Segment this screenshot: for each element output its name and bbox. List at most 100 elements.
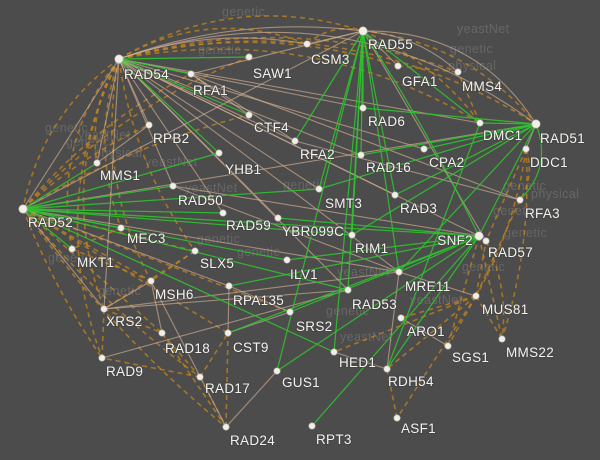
edge-physical-RFA1-RFA2	[190, 73, 296, 142]
edge-other-RAD52-SNF2	[22, 208, 480, 237]
node-label-DDC1: DDC1	[530, 155, 568, 170]
edge-physical-XRS2-MRE11	[103, 271, 400, 310]
network-node-XRS2[interactable]	[100, 305, 108, 313]
network-node-CST9[interactable]	[224, 329, 232, 337]
node-label-RAD16: RAD16	[366, 160, 411, 175]
network-node-RAD53[interactable]	[344, 286, 352, 294]
network-node-MRE11[interactable]	[395, 268, 403, 276]
network-node-MEC3[interactable]	[117, 224, 125, 232]
edge-other-SNF2-SRS2	[289, 235, 480, 313]
watermark-yeastNet: yeastNet	[457, 22, 510, 36]
edge-physical-RAD52-MRE11	[22, 208, 400, 273]
edge-genetic-SNF2-MMS22	[478, 235, 503, 340]
edge-other-RAD51-RAD3	[394, 123, 537, 196]
edge-physical-HED1-RDH54	[333, 351, 388, 370]
network-node-RPA135[interactable]	[225, 282, 233, 290]
network-node-RAD59[interactable]	[219, 209, 227, 217]
network-node-MKT1[interactable]	[68, 245, 76, 253]
node-label-RAD3: RAD3	[400, 201, 437, 216]
network-node-RPB2[interactable]	[145, 121, 153, 129]
network-node-ARO1[interactable]	[397, 314, 405, 322]
edge-other-RAD51-RAD6	[362, 107, 537, 125]
edge-other-RAD52-HED1	[22, 208, 335, 353]
network-node-GUS1[interactable]	[273, 367, 281, 375]
network-node-RDH54[interactable]	[383, 365, 391, 373]
network-node-SLX5[interactable]	[191, 247, 199, 255]
network-node-MMS22[interactable]	[498, 335, 506, 343]
network-node-RFA3[interactable]	[516, 196, 524, 204]
network-node-RAD6[interactable]	[359, 104, 367, 112]
network-node-RAD50[interactable]	[169, 182, 177, 190]
edge-physical-RAD55-RFA1	[190, 30, 364, 75]
network-node-ILV1[interactable]	[283, 256, 291, 264]
edge-physical-RAD55-RAD57	[362, 30, 487, 242]
edge-genetic-RAD52-RAD17	[22, 208, 201, 378]
network-node-RAD3[interactable]	[391, 191, 399, 199]
edge-physical-RAD55-MMS4	[362, 30, 459, 73]
network-node-CTF4[interactable]	[245, 111, 253, 119]
edge-physical-CST9-RPA135	[227, 285, 230, 334]
edge-physical-RAD52-RPA135	[22, 208, 230, 287]
network-node-ASF1[interactable]	[393, 414, 401, 422]
watermark-yeastNet: yeastNet	[340, 330, 393, 344]
edge-physical-RAD54-RAD59	[118, 58, 224, 214]
edge-other-RAD52-YHB1	[22, 152, 220, 210]
network-node-RAD57[interactable]	[482, 237, 490, 245]
network-node-SGS1[interactable]	[444, 342, 452, 350]
network-node-CPA2[interactable]	[420, 145, 428, 153]
edge-genetic-DDC1-RFA3	[519, 148, 531, 201]
network-node-RAD16[interactable]	[357, 151, 365, 159]
network-node-MMS1[interactable]	[93, 159, 101, 167]
edge-other-RAD54-SAW1	[118, 56, 250, 60]
network-node-SRS2[interactable]	[286, 308, 294, 316]
edge-genetic-RAD54-SLX5	[118, 58, 196, 252]
network-node-RAD9[interactable]	[98, 354, 106, 362]
node-label-RAD55: RAD55	[368, 37, 413, 52]
edge-other-RAD54-YHB1	[118, 58, 220, 154]
edge-genetic-XRS2-RAD9	[101, 308, 105, 359]
edge-genetic-RAD52-RAD9	[22, 208, 103, 359]
network-node-YHB1[interactable]	[215, 149, 223, 157]
network-node-DDC1[interactable]	[522, 145, 530, 153]
node-label-RAD54: RAD54	[124, 67, 169, 82]
edge-other-RAD52-SMT3	[22, 188, 320, 210]
watermark-genetic: genetic	[462, 260, 505, 274]
network-node-MSH6[interactable]	[147, 277, 155, 285]
network-node-RFA2[interactable]	[291, 137, 299, 145]
network-node-RAD51[interactable]	[531, 119, 541, 129]
node-label-YBR099C: YBR099C	[282, 224, 344, 239]
network-node-RAD24[interactable]	[222, 423, 230, 431]
network-node-DMC1[interactable]	[476, 119, 484, 127]
network-node-SAW1[interactable]	[245, 53, 253, 61]
node-label-RPA135: RPA135	[233, 293, 284, 308]
network-node-RAD17[interactable]	[196, 373, 204, 381]
network-node-RAD52[interactable]	[18, 204, 28, 214]
network-node-CSM3[interactable]	[303, 40, 311, 48]
network-node-MMS4[interactable]	[454, 68, 462, 76]
edge-other-RAD52-MMS1	[22, 162, 98, 210]
network-node-RFA1[interactable]	[187, 70, 195, 78]
watermark-genetic: genetic	[326, 304, 369, 318]
node-label-MMS22: MMS22	[506, 345, 554, 360]
node-label-SLX5: SLX5	[200, 256, 234, 271]
network-node-MUS81[interactable]	[472, 292, 480, 300]
network-node-RPT3[interactable]	[308, 422, 316, 430]
network-node-GFA1[interactable]	[394, 62, 402, 70]
network-node-HED1[interactable]	[330, 348, 338, 356]
network-node-RIM1[interactable]	[348, 231, 356, 239]
node-label-RAD9: RAD9	[106, 364, 143, 379]
edge-genetic-RAD54-MSH6	[111, 58, 152, 282]
edge-other-RAD51-SNF2	[478, 123, 537, 237]
network-node-YBR099C[interactable]	[274, 214, 282, 222]
edge-other-RAD52-RAD59	[22, 208, 224, 214]
network-node-SNF2[interactable]	[474, 231, 484, 241]
network-node-RAD54[interactable]	[114, 54, 124, 64]
edge-genetic-RAD52-CTF4	[22, 114, 250, 210]
edge-other-SNF2-ILV1	[286, 235, 480, 261]
network-node-SMT3[interactable]	[315, 185, 323, 193]
edge-physical-RFA1-RFA3	[190, 73, 521, 201]
network-node-RAD55[interactable]	[358, 26, 368, 36]
watermark-genetic: genetic	[222, 5, 265, 19]
network-node-RAD18[interactable]	[158, 329, 166, 337]
edge-physical-RFA2-RFA3	[294, 140, 521, 201]
